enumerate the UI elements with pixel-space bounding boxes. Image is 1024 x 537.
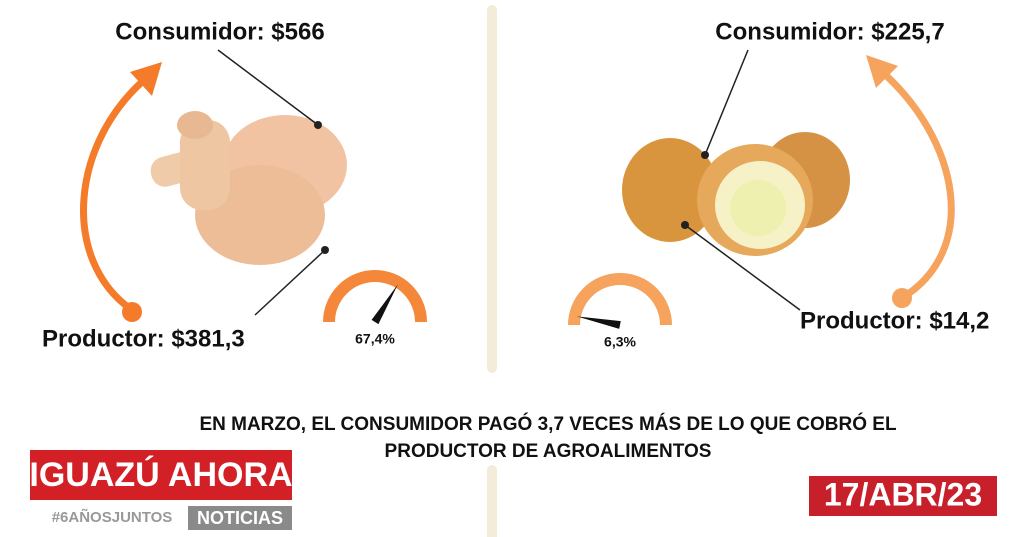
brand-tag: #6AÑOSJUNTOS (52, 508, 173, 526)
section-box (188, 506, 292, 530)
arrow-head (130, 62, 162, 96)
date-box (807, 474, 999, 518)
leader-dot (681, 221, 689, 229)
brand-box (30, 450, 292, 500)
leader-line (684, 224, 801, 311)
gauge-needle (371, 284, 398, 325)
onion-image (622, 132, 850, 256)
gauge-label: 6,3% (604, 334, 636, 350)
arrow (80, 72, 153, 313)
headline: EN MARZO, EL CONSUMIDOR PAGÓ 3,7 VECES M… (199, 413, 896, 435)
brand-section: NOTICIAS (197, 508, 283, 528)
brand-name: IGUAZÚ AHORA (29, 456, 292, 494)
date: 17/ABR/23 (824, 476, 982, 512)
producer-label: Productor: $381,3 (42, 325, 245, 352)
gauge-needle (576, 316, 621, 329)
consumer-label: Consumidor: $225,7 (715, 18, 944, 45)
arrow-dot (122, 302, 142, 322)
leader-line (704, 49, 749, 156)
gauge-arc (323, 270, 427, 323)
gauge-arc (568, 273, 672, 326)
producer-label: Productor: $14,2 (800, 307, 989, 334)
leader-line (254, 249, 326, 316)
arrow (877, 67, 955, 301)
arrow-dot (892, 288, 912, 308)
leader-dot (321, 246, 329, 254)
arrow-head (866, 55, 898, 88)
gauge-label: 67,4% (355, 331, 395, 347)
consumer-label: Consumidor: $566 (115, 18, 324, 45)
headline: PRODUCTOR DE AGROALIMENTOS (385, 441, 712, 462)
leader-dot (314, 121, 322, 129)
chicken-image (150, 111, 347, 265)
leader-line (217, 49, 319, 126)
leader-dot (701, 151, 709, 159)
